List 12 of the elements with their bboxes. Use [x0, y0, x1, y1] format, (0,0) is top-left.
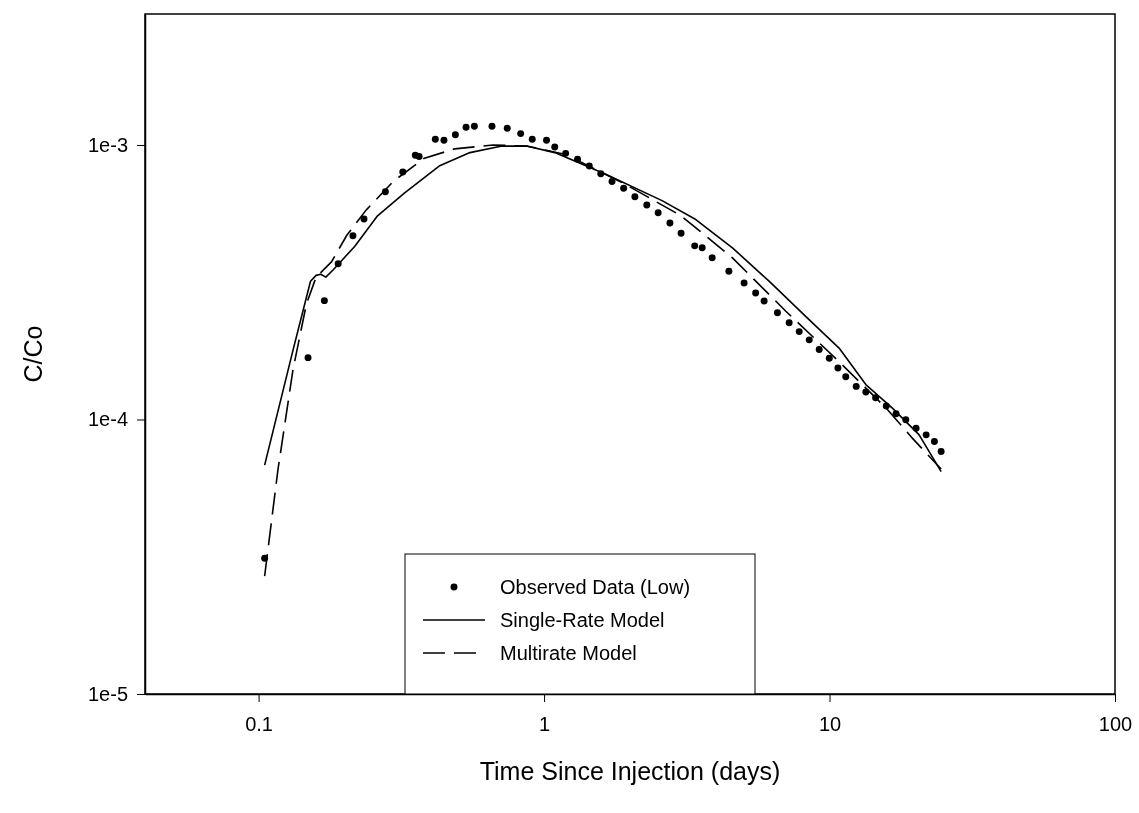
x-tick-label: 1: [539, 713, 551, 735]
y-tick-label: 1e-4: [87, 408, 128, 431]
x-tick-label: 0.1: [245, 713, 274, 735]
x-axis-title: Time Since Injection (days): [479, 757, 781, 785]
legend-label: Single-Rate Model: [500, 609, 665, 631]
y-tick-label: 1e-5: [87, 682, 128, 705]
legend-label: Observed Data (Low): [500, 576, 691, 598]
x-tick-label: 100: [1098, 713, 1133, 735]
y-axis-title: C/Co: [19, 325, 47, 383]
x-tick-label: 10: [818, 713, 842, 735]
legend-label: Multirate Model: [500, 642, 637, 664]
y-tick-label: 1e-3: [87, 133, 128, 156]
